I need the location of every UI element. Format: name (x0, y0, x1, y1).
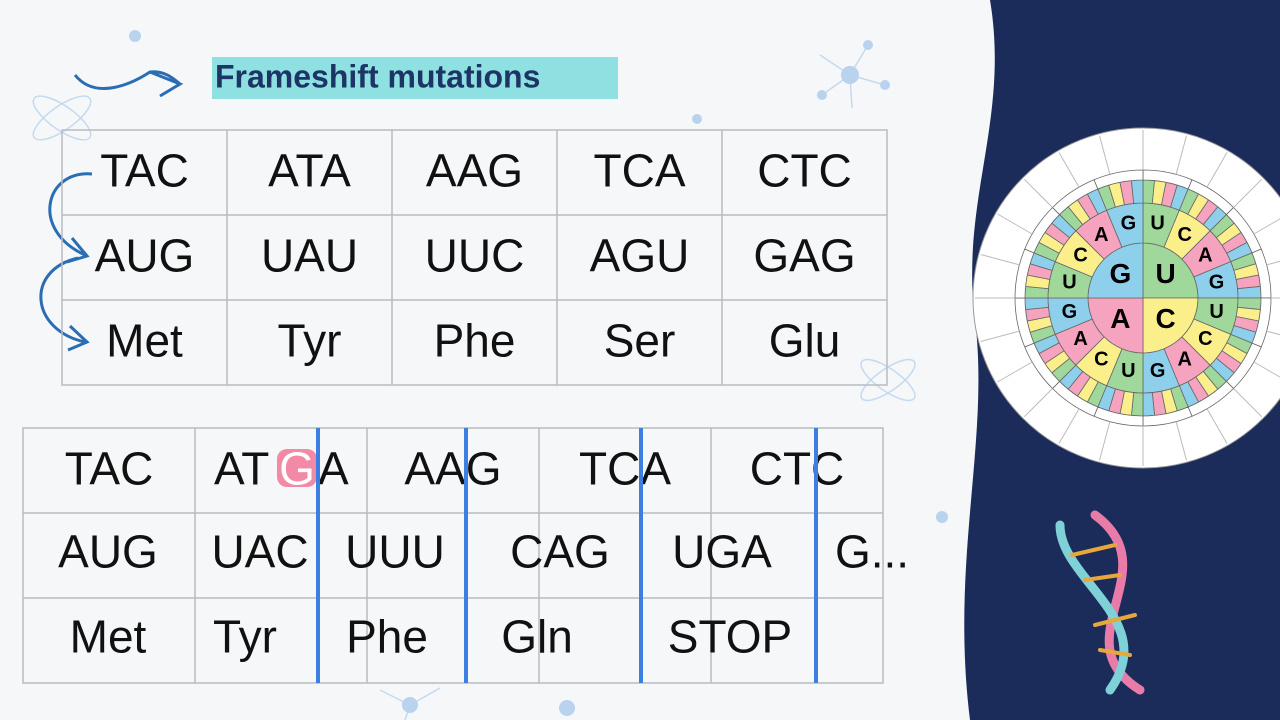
wheel-base: G (1062, 301, 1078, 323)
wheel-divider (1253, 218, 1280, 235)
wheel-base: C (1156, 303, 1176, 334)
mrna-codon: G... (835, 526, 909, 578)
table-cell: CTC (750, 443, 845, 495)
wheel-sector (1093, 169, 1144, 190)
wheel-base: U (1209, 301, 1223, 323)
inserted-base: G (279, 443, 315, 495)
wheel-divider (997, 361, 1033, 383)
mrna-codon: UAC (211, 526, 308, 578)
table-cell: Phe (434, 315, 516, 367)
curly-arrow (73, 70, 184, 98)
wheel-base: A (1110, 303, 1130, 334)
wheel-divider (980, 330, 1020, 342)
table-cell: GAG (753, 230, 855, 282)
wheel-base: G (1121, 213, 1137, 235)
table-cell: Ser (604, 315, 676, 367)
wheel-divider (1206, 408, 1228, 444)
insert-highlight (277, 449, 317, 487)
wheel-base: U (1121, 360, 1135, 382)
wheel-base: G (1209, 272, 1225, 294)
wheel-divider (1266, 330, 1280, 336)
table-cell: AAG (426, 145, 523, 197)
wheel-base: C (1198, 328, 1212, 350)
dots (129, 30, 948, 716)
table-cell: Glu (769, 315, 841, 367)
table-cell: Tyr (278, 315, 342, 367)
table-cell: TCA (579, 443, 671, 495)
table-cell: A (318, 443, 349, 495)
amino-acid: Tyr (213, 611, 277, 663)
title: Frameshift mutations (215, 58, 540, 94)
wheel-divider (1023, 178, 1053, 208)
table-border (22, 427, 884, 684)
mrna-codon: CAG (510, 526, 610, 578)
table-cell: TAC (100, 145, 189, 197)
wheel-divider (1099, 421, 1111, 461)
wheel-base: G (1109, 258, 1131, 289)
amino-acid: Gln (501, 611, 573, 663)
amino-acid: Met (70, 611, 147, 663)
table-cell: TAC (65, 443, 154, 495)
wheel-divider (1253, 361, 1280, 378)
table-cell: AUG (95, 230, 195, 282)
wheel-base: A (1094, 224, 1108, 246)
table-cell: ATA (268, 145, 351, 197)
wheel-divider (1266, 260, 1280, 266)
wheel-base: C (1073, 245, 1087, 267)
wheel-divider (1099, 135, 1111, 175)
table-cell: AT (214, 443, 269, 495)
wheel-sector (1130, 179, 1144, 204)
wheel-divider (1233, 178, 1263, 208)
wheel-base: C (1094, 349, 1108, 371)
wheel-base: U (1156, 258, 1176, 289)
wheel-base: A (1177, 349, 1191, 371)
wheel-sector (1237, 285, 1262, 299)
amino-acid: STOP (668, 611, 792, 663)
wheel-sector (1024, 297, 1049, 311)
wheel-divider (1058, 152, 1080, 188)
title-highlight (212, 57, 618, 99)
mrna-codon: UUU (345, 526, 445, 578)
wheel-divider (1175, 135, 1187, 175)
dna-helix (1055, 510, 1145, 695)
wheel-divider (1175, 421, 1187, 461)
table-cell: UAU (261, 230, 358, 282)
mrna-codon: UGA (672, 526, 772, 578)
table-cell: UUC (425, 230, 525, 282)
mrna-codon: AUG (58, 526, 158, 578)
wheel-base: U (1150, 213, 1164, 235)
table-cell: TCA (594, 145, 686, 197)
wheel-base: G (1150, 360, 1166, 382)
table-border (61, 129, 888, 386)
wheel-base: U (1062, 272, 1076, 294)
wheel-divider (1233, 388, 1263, 418)
table-cell: AGU (590, 230, 690, 282)
wheel-divider (997, 213, 1033, 235)
wheel-divider (1058, 408, 1080, 444)
table-cell: AAG (404, 443, 501, 495)
wheel-base: A (1073, 328, 1087, 350)
wheel-base: A (1198, 245, 1212, 267)
table-cell: Met (106, 315, 183, 367)
wheel-base: C (1177, 224, 1191, 246)
table-cell: CTC (757, 145, 852, 197)
wheel-divider (980, 254, 1020, 266)
wheel-divider (1023, 388, 1053, 418)
wheel-sector (1142, 392, 1156, 417)
wheel-divider (1206, 152, 1228, 188)
amino-acid: Phe (346, 611, 428, 663)
